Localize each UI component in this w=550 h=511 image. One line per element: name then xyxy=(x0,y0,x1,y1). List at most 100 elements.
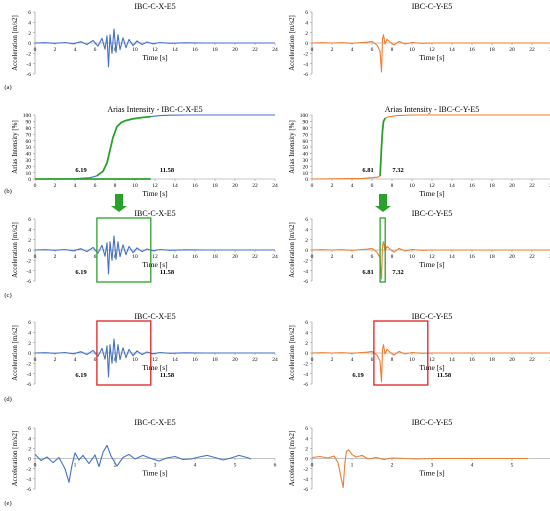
y-tick-label: 0 xyxy=(28,248,31,254)
time-marker-label: 7.32 xyxy=(392,269,403,276)
chart-title: IBC-C-X-E5 xyxy=(134,2,175,11)
x-tick-label: 22 xyxy=(529,254,535,260)
panel-label: (b) xyxy=(4,188,12,195)
y-axis-label: Arias Intensity [%] xyxy=(11,120,19,174)
x-tick-label: 8 xyxy=(391,183,394,189)
y-tick-label: -2 xyxy=(303,52,308,58)
x-tick-label: 10 xyxy=(132,254,138,260)
y-tick-label: 4 xyxy=(305,436,308,442)
y-tick-label: -4 xyxy=(303,269,308,275)
chart-title: IBC-C-Y-E5 xyxy=(412,209,452,218)
time-marker-label: 7.32 xyxy=(392,167,403,174)
x-axis-label: Time [s] xyxy=(142,53,167,62)
y-tick-label: 6 xyxy=(28,426,31,432)
x-tick-label: 14 xyxy=(172,183,178,189)
y-tick-label: -6 xyxy=(26,72,31,78)
y-tick-label: -4 xyxy=(26,62,31,68)
chart-title: IBC-C-Y-E5 xyxy=(412,418,452,427)
chart-panel-8: IBC-C-Y-E5-6-4-2024602468101214161820222… xyxy=(288,312,550,388)
x-tick-label: 0 xyxy=(34,357,37,363)
y-tick-label: -4 xyxy=(26,477,31,483)
x-tick-label: 2 xyxy=(54,357,57,363)
x-tick-label: 2 xyxy=(331,47,334,53)
y-tick-label: 4 xyxy=(28,228,31,234)
y-tick-label: -4 xyxy=(26,372,31,378)
chart-title: IBC-C-X-E5 xyxy=(134,312,175,321)
panel-label: (c) xyxy=(4,292,11,299)
x-tick-label: 2 xyxy=(391,463,394,469)
x-tick-label: 22 xyxy=(529,183,535,189)
x-tick-label: 0 xyxy=(311,183,314,189)
time-window-box xyxy=(96,320,152,386)
y-tick-label: 50 xyxy=(26,145,32,151)
x-tick-label: 20 xyxy=(232,254,238,260)
y-tick-label: -2 xyxy=(26,259,31,265)
series-line-1 xyxy=(311,241,550,280)
x-tick-label: 18 xyxy=(489,357,495,363)
x-tick-label: 8 xyxy=(391,47,394,53)
x-tick-label: 14 xyxy=(172,254,178,260)
y-tick-label: 70 xyxy=(26,132,32,138)
x-tick-label: 20 xyxy=(232,357,238,363)
y-tick-label: -6 xyxy=(303,72,308,78)
x-tick-label: 2 xyxy=(331,183,334,189)
x-tick-label: 8 xyxy=(114,357,117,363)
x-tick-label: 12 xyxy=(429,357,435,363)
chart-title: IBC-C-Y-E5 xyxy=(412,312,452,321)
x-tick-label: 22 xyxy=(529,357,535,363)
series-line-1 xyxy=(34,114,275,180)
x-axis-label: Time [s] xyxy=(142,260,167,269)
x-tick-label: 12 xyxy=(152,357,158,363)
x-tick-label: 16 xyxy=(192,357,198,363)
x-axis-label: Time [s] xyxy=(419,363,444,372)
y-tick-label: 0 xyxy=(305,41,308,47)
x-tick-label: 2 xyxy=(114,463,117,469)
y-axis-label: Acceleration [m/s2] xyxy=(11,15,19,71)
series-line-1 xyxy=(34,444,252,483)
x-tick-label: 0 xyxy=(34,47,37,53)
x-tick-label: 6 xyxy=(274,463,277,469)
y-tick-label: -6 xyxy=(26,487,31,493)
x-axis-label: Time [s] xyxy=(419,260,444,269)
chart-title: IBC-C-X-E5 xyxy=(134,209,175,218)
x-tick-label: 22 xyxy=(252,47,258,53)
y-tick-label: 100 xyxy=(23,113,32,119)
time-window-box xyxy=(379,217,386,283)
x-tick-label: 4 xyxy=(471,463,474,469)
y-tick-label: -4 xyxy=(303,62,308,68)
x-tick-label: 12 xyxy=(429,254,435,260)
y-tick-label: 40 xyxy=(26,152,32,158)
x-tick-label: 3 xyxy=(154,463,157,469)
x-tick-label: 4 xyxy=(74,254,77,260)
time-marker-label: 6.19 xyxy=(75,269,87,276)
y-tick-label: 90 xyxy=(303,120,309,126)
x-tick-label: 8 xyxy=(114,183,117,189)
x-tick-label: 24 xyxy=(272,254,278,260)
x-tick-label: 2 xyxy=(331,254,334,260)
x-tick-label: 20 xyxy=(509,357,515,363)
y-tick-label: 4 xyxy=(28,436,31,442)
y-axis-label: Acceleration [m/s2] xyxy=(288,222,296,278)
x-tick-label: 4 xyxy=(74,47,77,53)
y-tick-label: 50 xyxy=(303,145,309,151)
x-tick-label: 12 xyxy=(429,47,435,53)
x-tick-label: 16 xyxy=(469,254,475,260)
x-tick-label: 16 xyxy=(469,47,475,53)
y-tick-label: 2 xyxy=(305,341,308,347)
y-tick-label: 70 xyxy=(303,132,309,138)
y-tick-label: 40 xyxy=(303,152,309,158)
x-axis-label: Time [s] xyxy=(419,53,444,62)
chart-title: IBC-C-Y-E5 xyxy=(412,2,452,11)
x-tick-label: 4 xyxy=(351,254,354,260)
y-tick-label: -2 xyxy=(303,362,308,368)
x-tick-label: 18 xyxy=(212,357,218,363)
x-tick-label: 5 xyxy=(234,463,237,469)
time-marker-label: 6.19 xyxy=(75,167,87,174)
series-line-2 xyxy=(96,115,151,177)
x-tick-label: 5 xyxy=(511,463,514,469)
x-tick-label: 22 xyxy=(252,183,258,189)
y-tick-label: 80 xyxy=(26,126,32,132)
chart-panel-3: Arias Intensity - IBC-C-X-E5010203040506… xyxy=(4,105,278,198)
